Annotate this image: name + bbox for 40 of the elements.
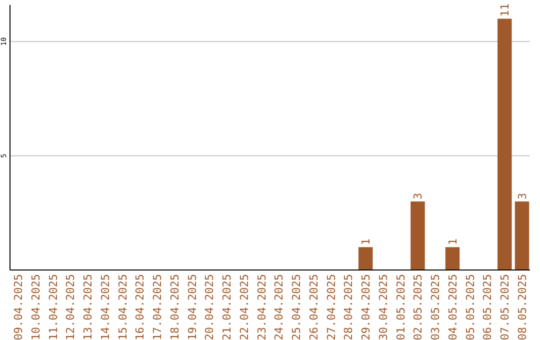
x-tick-label: 07.05.2025 xyxy=(498,274,512,340)
x-tick-label: 12.04.2025 xyxy=(64,274,78,340)
x-tick-label: 23.04.2025 xyxy=(255,274,268,340)
x-tick-label: 06.05.2025 xyxy=(481,274,494,340)
x-tick-label: 28.04.2025 xyxy=(342,274,356,340)
x-tick-label: 17.04.2025 xyxy=(151,274,164,340)
x-tick-label: 27.04.2025 xyxy=(324,274,338,340)
bar xyxy=(498,18,512,270)
x-tick-label: 02.05.2025 xyxy=(412,274,425,340)
x-tick-label: 03.05.2025 xyxy=(429,274,442,340)
x-tick-label: 21.04.2025 xyxy=(220,274,234,340)
data-label: 11 xyxy=(498,3,512,17)
x-tick-label: 22.04.2025 xyxy=(238,274,251,340)
data-label: 3 xyxy=(516,192,530,200)
bar xyxy=(514,201,530,270)
x-tick-label: 20.04.2025 xyxy=(203,274,216,340)
x-tick-label: 09.04.2025 xyxy=(12,274,25,340)
x-tick-label: 08.05.2025 xyxy=(516,274,530,340)
data-label: 3 xyxy=(412,192,425,200)
x-tick-label: 19.04.2025 xyxy=(186,274,199,340)
x-tick-label: 25.04.2025 xyxy=(290,274,304,340)
x-tick-label: 18.04.2025 xyxy=(168,274,182,340)
x-tick-label: 13.04.2025 xyxy=(82,274,95,340)
data-label: 1 xyxy=(360,238,373,246)
bar xyxy=(445,247,460,270)
bar xyxy=(410,201,425,270)
x-tick-label: 30.04.2025 xyxy=(376,274,390,340)
x-tick-label: 04.05.2025 xyxy=(446,274,460,340)
x-tick-label: 01.05.2025 xyxy=(394,274,408,340)
x-tick-label: 15.04.2025 xyxy=(116,274,130,340)
x-tick-label: 10.04.2025 xyxy=(29,274,42,340)
x-tick-label: 16.04.2025 xyxy=(134,274,147,340)
x-tick-label: 24.04.2025 xyxy=(272,274,286,340)
x-tick-label: 11.04.2025 xyxy=(46,274,60,340)
x-tick-label: 05.05.2025 xyxy=(464,274,477,340)
x-tick-label: 26.04.2025 xyxy=(307,274,320,340)
x-tick-label: 14.04.2025 xyxy=(98,274,112,340)
data-label: 1 xyxy=(446,238,460,246)
x-tick-label: 29.04.2025 xyxy=(360,274,373,340)
bar xyxy=(358,247,373,270)
